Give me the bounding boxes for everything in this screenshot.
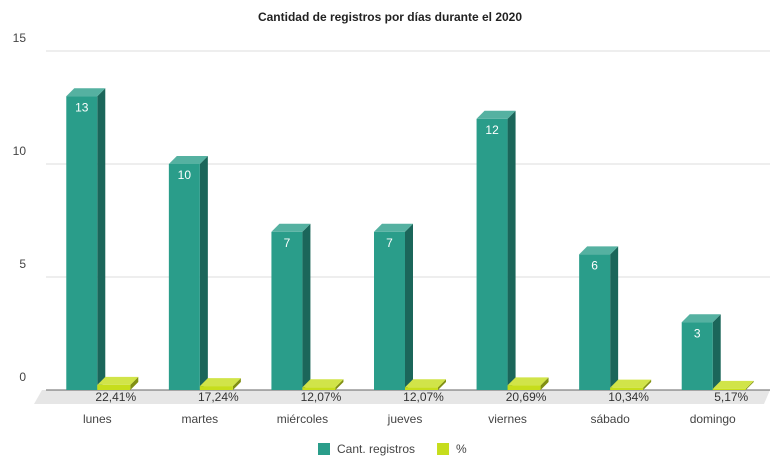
value-label: 22,41% <box>95 390 136 404</box>
bar-top <box>199 378 241 387</box>
value-label: 17,24% <box>198 390 239 404</box>
bar-top <box>579 246 619 255</box>
x-tick-label: martes <box>182 412 219 426</box>
legend-swatch <box>318 443 330 455</box>
legend-label: Cant. registros <box>337 442 415 456</box>
value-label: 12,07% <box>403 390 444 404</box>
bar-side <box>199 156 208 390</box>
legend-label: % <box>456 442 467 456</box>
bar-top <box>374 223 413 232</box>
bar-top <box>476 110 516 119</box>
legend-swatch <box>437 443 450 455</box>
x-tick-label: domingo <box>690 412 736 426</box>
bar <box>168 164 200 390</box>
y-tick-label: 5 <box>19 257 26 271</box>
value-label: 10 <box>178 168 192 182</box>
bar-side <box>232 378 241 390</box>
bar <box>271 231 303 390</box>
bar-side <box>540 377 549 390</box>
y-tick-label: 15 <box>13 31 27 45</box>
y-tick-label: 0 <box>19 370 26 384</box>
bar-top <box>681 314 721 323</box>
bar-top <box>271 223 311 232</box>
x-tick-label: miércoles <box>277 412 328 426</box>
bar-side <box>610 246 619 390</box>
bar-top <box>66 88 106 97</box>
bar-side <box>438 379 446 390</box>
value-label: 20,69% <box>506 390 547 404</box>
bar <box>97 384 131 390</box>
bar <box>405 387 438 390</box>
bar-side <box>97 88 106 390</box>
bar <box>199 386 233 390</box>
bar-top <box>168 156 208 164</box>
bar-side <box>302 223 311 390</box>
bar <box>712 388 746 390</box>
bar-top <box>610 379 652 388</box>
x-tick-label: viernes <box>488 412 527 426</box>
value-label: 6 <box>591 259 598 273</box>
bar-side <box>712 314 721 390</box>
bar-side <box>643 379 652 390</box>
bar-top <box>302 379 344 388</box>
value-label: 7 <box>386 236 393 250</box>
y-tick-label: 10 <box>13 144 27 158</box>
x-tick-label: lunes <box>83 412 112 426</box>
bar-side <box>130 376 139 390</box>
bar-side <box>745 380 754 390</box>
bar <box>302 387 336 390</box>
value-label: 10,34% <box>608 390 649 404</box>
bar <box>507 385 541 390</box>
bar-top <box>712 380 754 389</box>
bar <box>66 96 98 390</box>
bar <box>476 118 508 391</box>
x-tick-label: sábado <box>590 412 630 426</box>
bar-top <box>405 379 446 388</box>
value-label: 13 <box>75 100 89 114</box>
bar <box>579 254 611 390</box>
value-label: 3 <box>694 326 701 340</box>
bar-side <box>507 110 516 391</box>
value-label: 7 <box>284 236 291 250</box>
bar-top <box>507 377 549 386</box>
bar-side <box>405 223 413 390</box>
value-label: 12 <box>485 123 499 137</box>
bar-side <box>335 379 344 390</box>
x-tick-label: jueves <box>387 412 423 426</box>
value-label: 5,17% <box>714 390 748 404</box>
bar <box>610 387 644 390</box>
value-label: 12,07% <box>301 390 342 404</box>
bar <box>681 322 713 390</box>
floor <box>34 390 770 404</box>
chart-title: Cantidad de registros por días durante e… <box>258 10 522 24</box>
bar <box>374 231 405 390</box>
bar-top <box>97 376 139 385</box>
